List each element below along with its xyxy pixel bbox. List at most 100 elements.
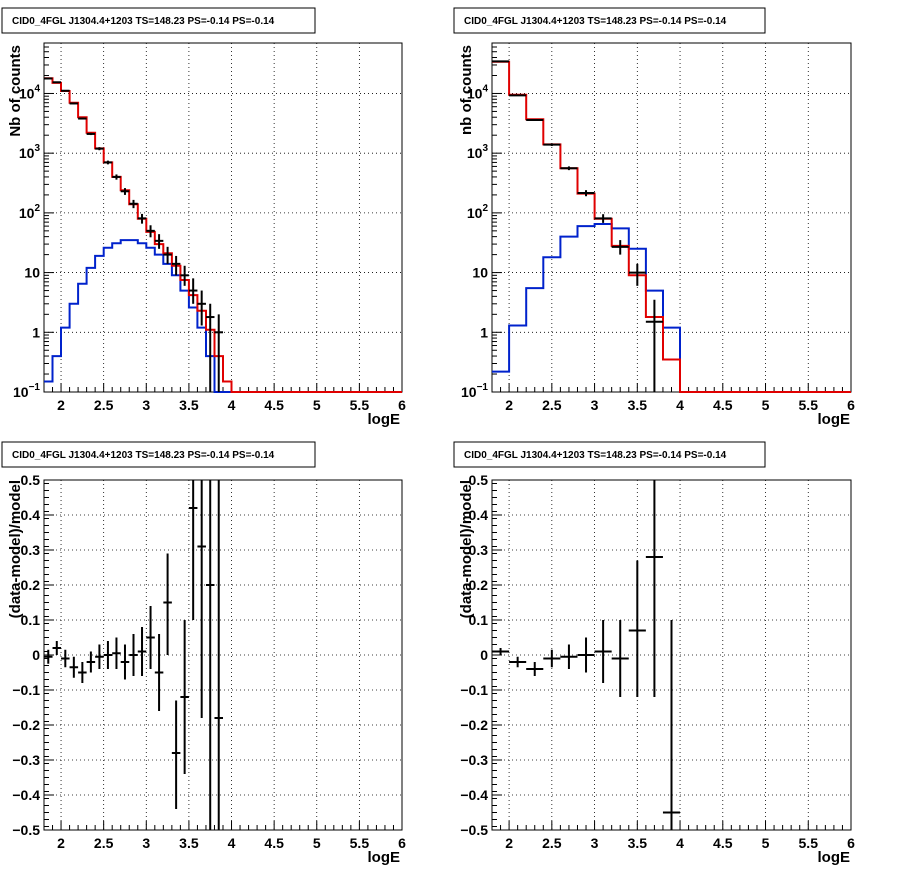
residual-point [594, 620, 612, 683]
y-tick-label: 1 [32, 324, 40, 340]
x-tick-label: 2.5 [94, 397, 114, 413]
y-tick-label: 1 [480, 324, 488, 340]
x-axis-label: logE [368, 411, 401, 428]
x-tick-label: 2 [505, 397, 513, 413]
residual-point [543, 649, 561, 668]
y-tick-label: −0.1 [12, 682, 40, 698]
data-point [146, 225, 155, 238]
y-tick-label: −0.3 [12, 752, 40, 768]
data-point [137, 213, 147, 224]
residual-point [560, 644, 578, 669]
title-box [453, 441, 766, 468]
panel-bottom-left-residuals: CID0_4FGL J1304.4+1203 TS=148.23 PS=-0.1… [1, 441, 406, 866]
y-tick-label: 0.4 [469, 507, 489, 523]
data-point [120, 188, 130, 195]
x-tick-label: 2 [57, 835, 65, 851]
residual-point [112, 637, 121, 669]
residual-point [103, 641, 113, 669]
residual-point [171, 700, 181, 809]
y-tick-label: 0 [480, 647, 488, 663]
y-tick-label: −0.2 [460, 717, 488, 733]
residual-point [95, 644, 104, 669]
y-tick-label: 102 [467, 203, 489, 221]
y-tick-label: −0.5 [460, 822, 488, 838]
residual-point [180, 620, 189, 774]
y-tick-label: 0.2 [469, 577, 489, 593]
y-tick-label: 103 [467, 143, 489, 161]
y-tick-label: −0.1 [460, 682, 488, 698]
residual-point [61, 649, 70, 668]
data-point [611, 240, 629, 255]
y-tick-label: 0.5 [469, 472, 489, 488]
data-point [44, 77, 53, 80]
data-point [78, 117, 87, 120]
x-axis-label: logE [818, 411, 851, 428]
data-point [197, 290, 206, 326]
total-model-histogram [492, 60, 851, 393]
x-tick-label: 4 [676, 835, 684, 851]
x-tick-label: 6 [398, 835, 406, 851]
y-tick-label: −0.4 [460, 787, 488, 803]
y-tick-label: 104 [467, 83, 489, 101]
data-point [86, 132, 96, 136]
chart-title: CID0_4FGL J1304.4+1203 TS=148.23 PS=-0.1… [12, 450, 275, 461]
residual-point [129, 634, 138, 676]
x-tick-label: 3.5 [628, 397, 648, 413]
x-tick-label: 4 [676, 397, 684, 413]
data-point [112, 174, 121, 180]
residual-point [78, 662, 87, 683]
data-point [188, 278, 198, 304]
residual-point [492, 648, 510, 655]
residual-point [577, 637, 595, 673]
data-point [69, 102, 79, 105]
residual-point [197, 480, 206, 718]
data-point [52, 81, 62, 84]
residual-point [163, 553, 172, 655]
y-axis-label: Nb of counts [7, 45, 24, 137]
x-tick-label: 5 [762, 835, 770, 851]
residual-point [69, 656, 79, 678]
data-point [214, 314, 223, 392]
x-tick-label: 5.5 [799, 397, 819, 413]
y-tick-label: 102 [19, 203, 41, 221]
x-tick-label: 3 [142, 397, 150, 413]
x-tick-label: 5 [313, 835, 321, 851]
x-tick-label: 5 [762, 397, 770, 413]
x-tick-label: 2.5 [542, 397, 562, 413]
residual-point [628, 560, 646, 697]
x-tick-label: 4 [228, 835, 236, 851]
x-tick-label: 4.5 [713, 397, 733, 413]
x-tick-label: 2.5 [542, 835, 562, 851]
residual-point [137, 627, 147, 676]
data-point [577, 190, 595, 197]
data-point [171, 255, 181, 276]
residual-point [44, 649, 53, 664]
y-tick-label: 10 [472, 265, 488, 281]
y-tick-label: 10 [24, 265, 40, 281]
title-box [453, 7, 766, 34]
y-tick-label: 103 [19, 143, 41, 161]
y-tick-label: 0.3 [469, 542, 489, 558]
y-tick-label: 10−1 [13, 382, 40, 400]
title-box [1, 441, 316, 468]
y-axis-label: (data-model)/model [7, 480, 24, 618]
residual-point [52, 641, 62, 655]
chart-title: CID0_4FGL J1304.4+1203 TS=148.23 PS=-0.1… [464, 16, 727, 27]
data-point [492, 60, 510, 63]
x-tick-label: 3 [591, 397, 599, 413]
data-point [163, 246, 172, 264]
x-tick-label: 5.5 [350, 835, 370, 851]
data-point [61, 89, 70, 92]
data-point [129, 199, 138, 209]
title-box [1, 7, 316, 34]
x-tick-label: 2.5 [94, 835, 114, 851]
y-tick-label: −0.2 [12, 717, 40, 733]
residual-point [86, 651, 96, 673]
panel-top-left-counts: CID0_4FGL J1304.4+1203 TS=148.23 PS=-0.1… [1, 7, 406, 428]
x-axis-label: logE [368, 849, 401, 866]
x-tick-label: 3.5 [179, 835, 199, 851]
residual-point [205, 480, 215, 830]
y-tick-label: 0.5 [21, 472, 41, 488]
panel-bottom-right-residuals: CID0_4FGL J1304.4+1203 TS=148.23 PS=-0.1… [453, 441, 855, 866]
total-model-histogram [44, 77, 402, 393]
